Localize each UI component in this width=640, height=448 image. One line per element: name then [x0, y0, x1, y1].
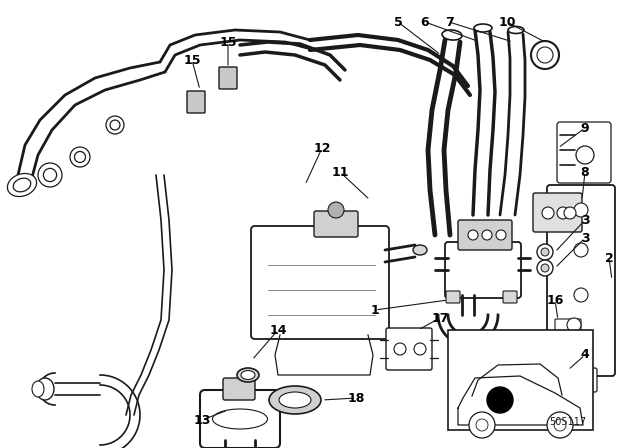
- Circle shape: [394, 343, 406, 355]
- Circle shape: [531, 41, 559, 69]
- Text: 16: 16: [547, 293, 564, 306]
- FancyBboxPatch shape: [446, 291, 460, 303]
- Ellipse shape: [36, 378, 54, 400]
- FancyBboxPatch shape: [503, 291, 517, 303]
- Ellipse shape: [241, 370, 255, 379]
- Ellipse shape: [237, 368, 259, 382]
- Text: 9: 9: [580, 121, 589, 134]
- Text: 505117: 505117: [549, 417, 586, 427]
- Text: 15: 15: [183, 53, 201, 66]
- Circle shape: [547, 412, 573, 438]
- Ellipse shape: [508, 26, 524, 34]
- Text: 11: 11: [332, 165, 349, 178]
- Text: 3: 3: [580, 214, 589, 227]
- Text: 17: 17: [431, 311, 449, 324]
- Text: 10: 10: [499, 16, 516, 29]
- Circle shape: [476, 419, 488, 431]
- Ellipse shape: [442, 30, 462, 40]
- Ellipse shape: [279, 392, 311, 408]
- Circle shape: [44, 168, 56, 181]
- Ellipse shape: [8, 173, 36, 197]
- Circle shape: [328, 202, 344, 218]
- Text: 6: 6: [420, 16, 429, 29]
- FancyBboxPatch shape: [386, 328, 432, 370]
- Circle shape: [468, 230, 478, 240]
- Circle shape: [564, 207, 576, 219]
- FancyBboxPatch shape: [555, 319, 581, 331]
- Circle shape: [574, 243, 588, 257]
- Text: 5: 5: [394, 16, 403, 29]
- FancyBboxPatch shape: [200, 390, 280, 448]
- Circle shape: [496, 230, 506, 240]
- Circle shape: [557, 207, 569, 219]
- Ellipse shape: [413, 245, 427, 255]
- Ellipse shape: [32, 381, 44, 397]
- Text: 7: 7: [445, 16, 453, 29]
- Text: 12: 12: [313, 142, 331, 155]
- Text: 2: 2: [605, 251, 613, 264]
- Circle shape: [70, 147, 90, 167]
- Circle shape: [574, 203, 588, 217]
- Text: 18: 18: [348, 392, 365, 405]
- Text: 13: 13: [193, 414, 211, 426]
- Text: 14: 14: [269, 323, 287, 336]
- Circle shape: [38, 163, 62, 187]
- FancyBboxPatch shape: [445, 242, 521, 298]
- Circle shape: [554, 419, 566, 431]
- Ellipse shape: [269, 386, 321, 414]
- Circle shape: [537, 260, 553, 276]
- FancyBboxPatch shape: [251, 226, 389, 339]
- Circle shape: [567, 318, 581, 332]
- Text: 4: 4: [580, 349, 589, 362]
- Circle shape: [110, 120, 120, 130]
- Ellipse shape: [13, 178, 31, 192]
- Circle shape: [106, 116, 124, 134]
- Circle shape: [574, 333, 588, 347]
- FancyBboxPatch shape: [557, 122, 611, 183]
- FancyBboxPatch shape: [533, 193, 582, 232]
- Circle shape: [537, 47, 553, 63]
- Circle shape: [576, 146, 594, 164]
- Circle shape: [487, 387, 513, 413]
- FancyBboxPatch shape: [187, 91, 205, 113]
- FancyBboxPatch shape: [314, 211, 358, 237]
- FancyBboxPatch shape: [563, 368, 597, 392]
- Text: 3: 3: [580, 232, 589, 245]
- FancyBboxPatch shape: [223, 378, 255, 400]
- Circle shape: [537, 244, 553, 260]
- FancyBboxPatch shape: [219, 67, 237, 89]
- Circle shape: [574, 288, 588, 302]
- Circle shape: [414, 343, 426, 355]
- Text: 8: 8: [580, 165, 589, 178]
- FancyBboxPatch shape: [547, 185, 615, 376]
- Text: 15: 15: [220, 35, 237, 48]
- Circle shape: [482, 230, 492, 240]
- Circle shape: [541, 264, 549, 272]
- Circle shape: [542, 207, 554, 219]
- Circle shape: [541, 248, 549, 256]
- Text: 1: 1: [371, 303, 380, 316]
- Circle shape: [469, 412, 495, 438]
- Circle shape: [74, 151, 86, 163]
- Ellipse shape: [474, 24, 492, 32]
- FancyBboxPatch shape: [458, 220, 512, 250]
- Bar: [448, 330, 593, 430]
